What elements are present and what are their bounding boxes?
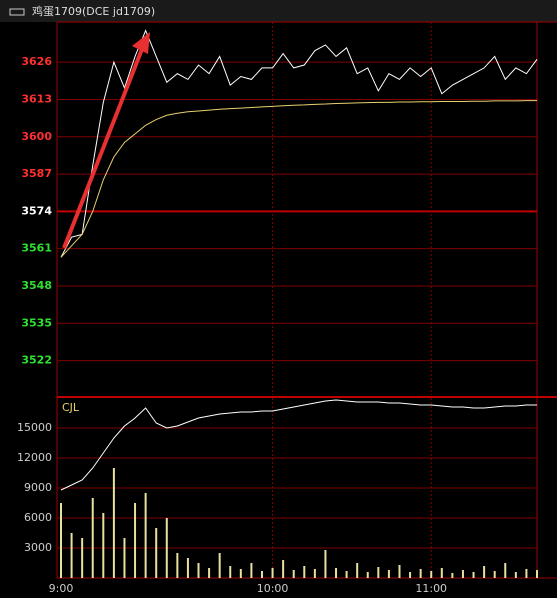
y-tick-label: 3522 bbox=[21, 354, 52, 367]
y-tick-label: 6000 bbox=[24, 511, 52, 524]
y-tick-label: 3561 bbox=[21, 242, 52, 255]
volume-bar bbox=[356, 563, 359, 578]
volume-bar bbox=[451, 573, 454, 578]
volume-bar bbox=[409, 572, 412, 578]
volume-bar bbox=[292, 570, 295, 578]
volume-bar bbox=[504, 563, 507, 578]
volume-bar bbox=[197, 563, 200, 578]
volume-bar bbox=[250, 563, 253, 578]
volume-bar bbox=[483, 566, 486, 578]
volume-bar bbox=[419, 569, 422, 578]
volume-bar bbox=[525, 569, 528, 578]
volume-bar bbox=[123, 538, 126, 578]
volume-bar bbox=[208, 568, 211, 578]
volume-bar bbox=[60, 503, 62, 578]
volume-bar bbox=[377, 567, 380, 578]
y-tick-label: 9000 bbox=[24, 481, 52, 494]
volume-bar bbox=[155, 528, 158, 578]
volume-bar bbox=[472, 572, 475, 578]
volume-bar bbox=[430, 571, 433, 578]
x-tick-label: 9:00 bbox=[49, 582, 74, 595]
y-tick-label: 3000 bbox=[24, 541, 52, 554]
volume-bar bbox=[134, 503, 137, 578]
x-tick-label: 11:00 bbox=[415, 582, 447, 595]
line-0 bbox=[60, 29, 538, 258]
volume-bar bbox=[218, 553, 221, 578]
header-bar bbox=[0, 0, 557, 22]
header-icon bbox=[9, 8, 25, 16]
volume-bar bbox=[335, 568, 338, 578]
volume-bar bbox=[440, 568, 443, 578]
volume-bar bbox=[282, 560, 285, 578]
volume-bar bbox=[81, 538, 84, 578]
volume-bar bbox=[112, 468, 115, 578]
y-tick-label: 3626 bbox=[21, 55, 52, 68]
volume-bar bbox=[70, 533, 73, 578]
legend-label: CJL bbox=[62, 401, 80, 414]
y-tick-label: 3574 bbox=[21, 204, 52, 217]
y-tick-label: 15000 bbox=[17, 421, 52, 434]
volume-bar bbox=[165, 518, 168, 578]
volume-bar bbox=[398, 565, 401, 578]
volume-bar bbox=[239, 569, 242, 578]
y-tick-label: 3600 bbox=[21, 130, 52, 143]
volume-bar bbox=[493, 571, 496, 578]
x-tick-label: 10:00 bbox=[257, 582, 289, 595]
cjl-line bbox=[60, 399, 537, 491]
volume-bar bbox=[324, 550, 327, 578]
volume-bar bbox=[387, 570, 390, 578]
y-tick-label: 3548 bbox=[21, 279, 52, 292]
annotation-arrowhead bbox=[132, 32, 150, 54]
y-tick-label: 3613 bbox=[21, 92, 52, 105]
line-1 bbox=[60, 100, 537, 258]
volume-bar bbox=[345, 571, 348, 578]
volume-bar bbox=[313, 569, 316, 578]
volume-bar bbox=[461, 570, 464, 578]
volume-bar bbox=[536, 570, 538, 578]
y-tick-label: 12000 bbox=[17, 451, 52, 464]
header-title: 鸡蛋1709(DCE jd1709) bbox=[32, 4, 155, 18]
annotation-arrow bbox=[62, 43, 146, 249]
volume-bar bbox=[102, 513, 105, 578]
volume-bar bbox=[303, 566, 306, 578]
volume-bar bbox=[176, 553, 179, 578]
y-tick-label: 3535 bbox=[21, 316, 52, 329]
volume-bar bbox=[514, 572, 517, 578]
volume-bar bbox=[91, 498, 94, 578]
volume-bar bbox=[271, 568, 274, 578]
volume-bar bbox=[366, 572, 369, 578]
volume-bar bbox=[229, 566, 232, 578]
volume-bar bbox=[260, 571, 263, 578]
volume-bar bbox=[186, 558, 189, 578]
y-tick-label: 3587 bbox=[21, 167, 52, 180]
volume-bar bbox=[144, 493, 147, 578]
